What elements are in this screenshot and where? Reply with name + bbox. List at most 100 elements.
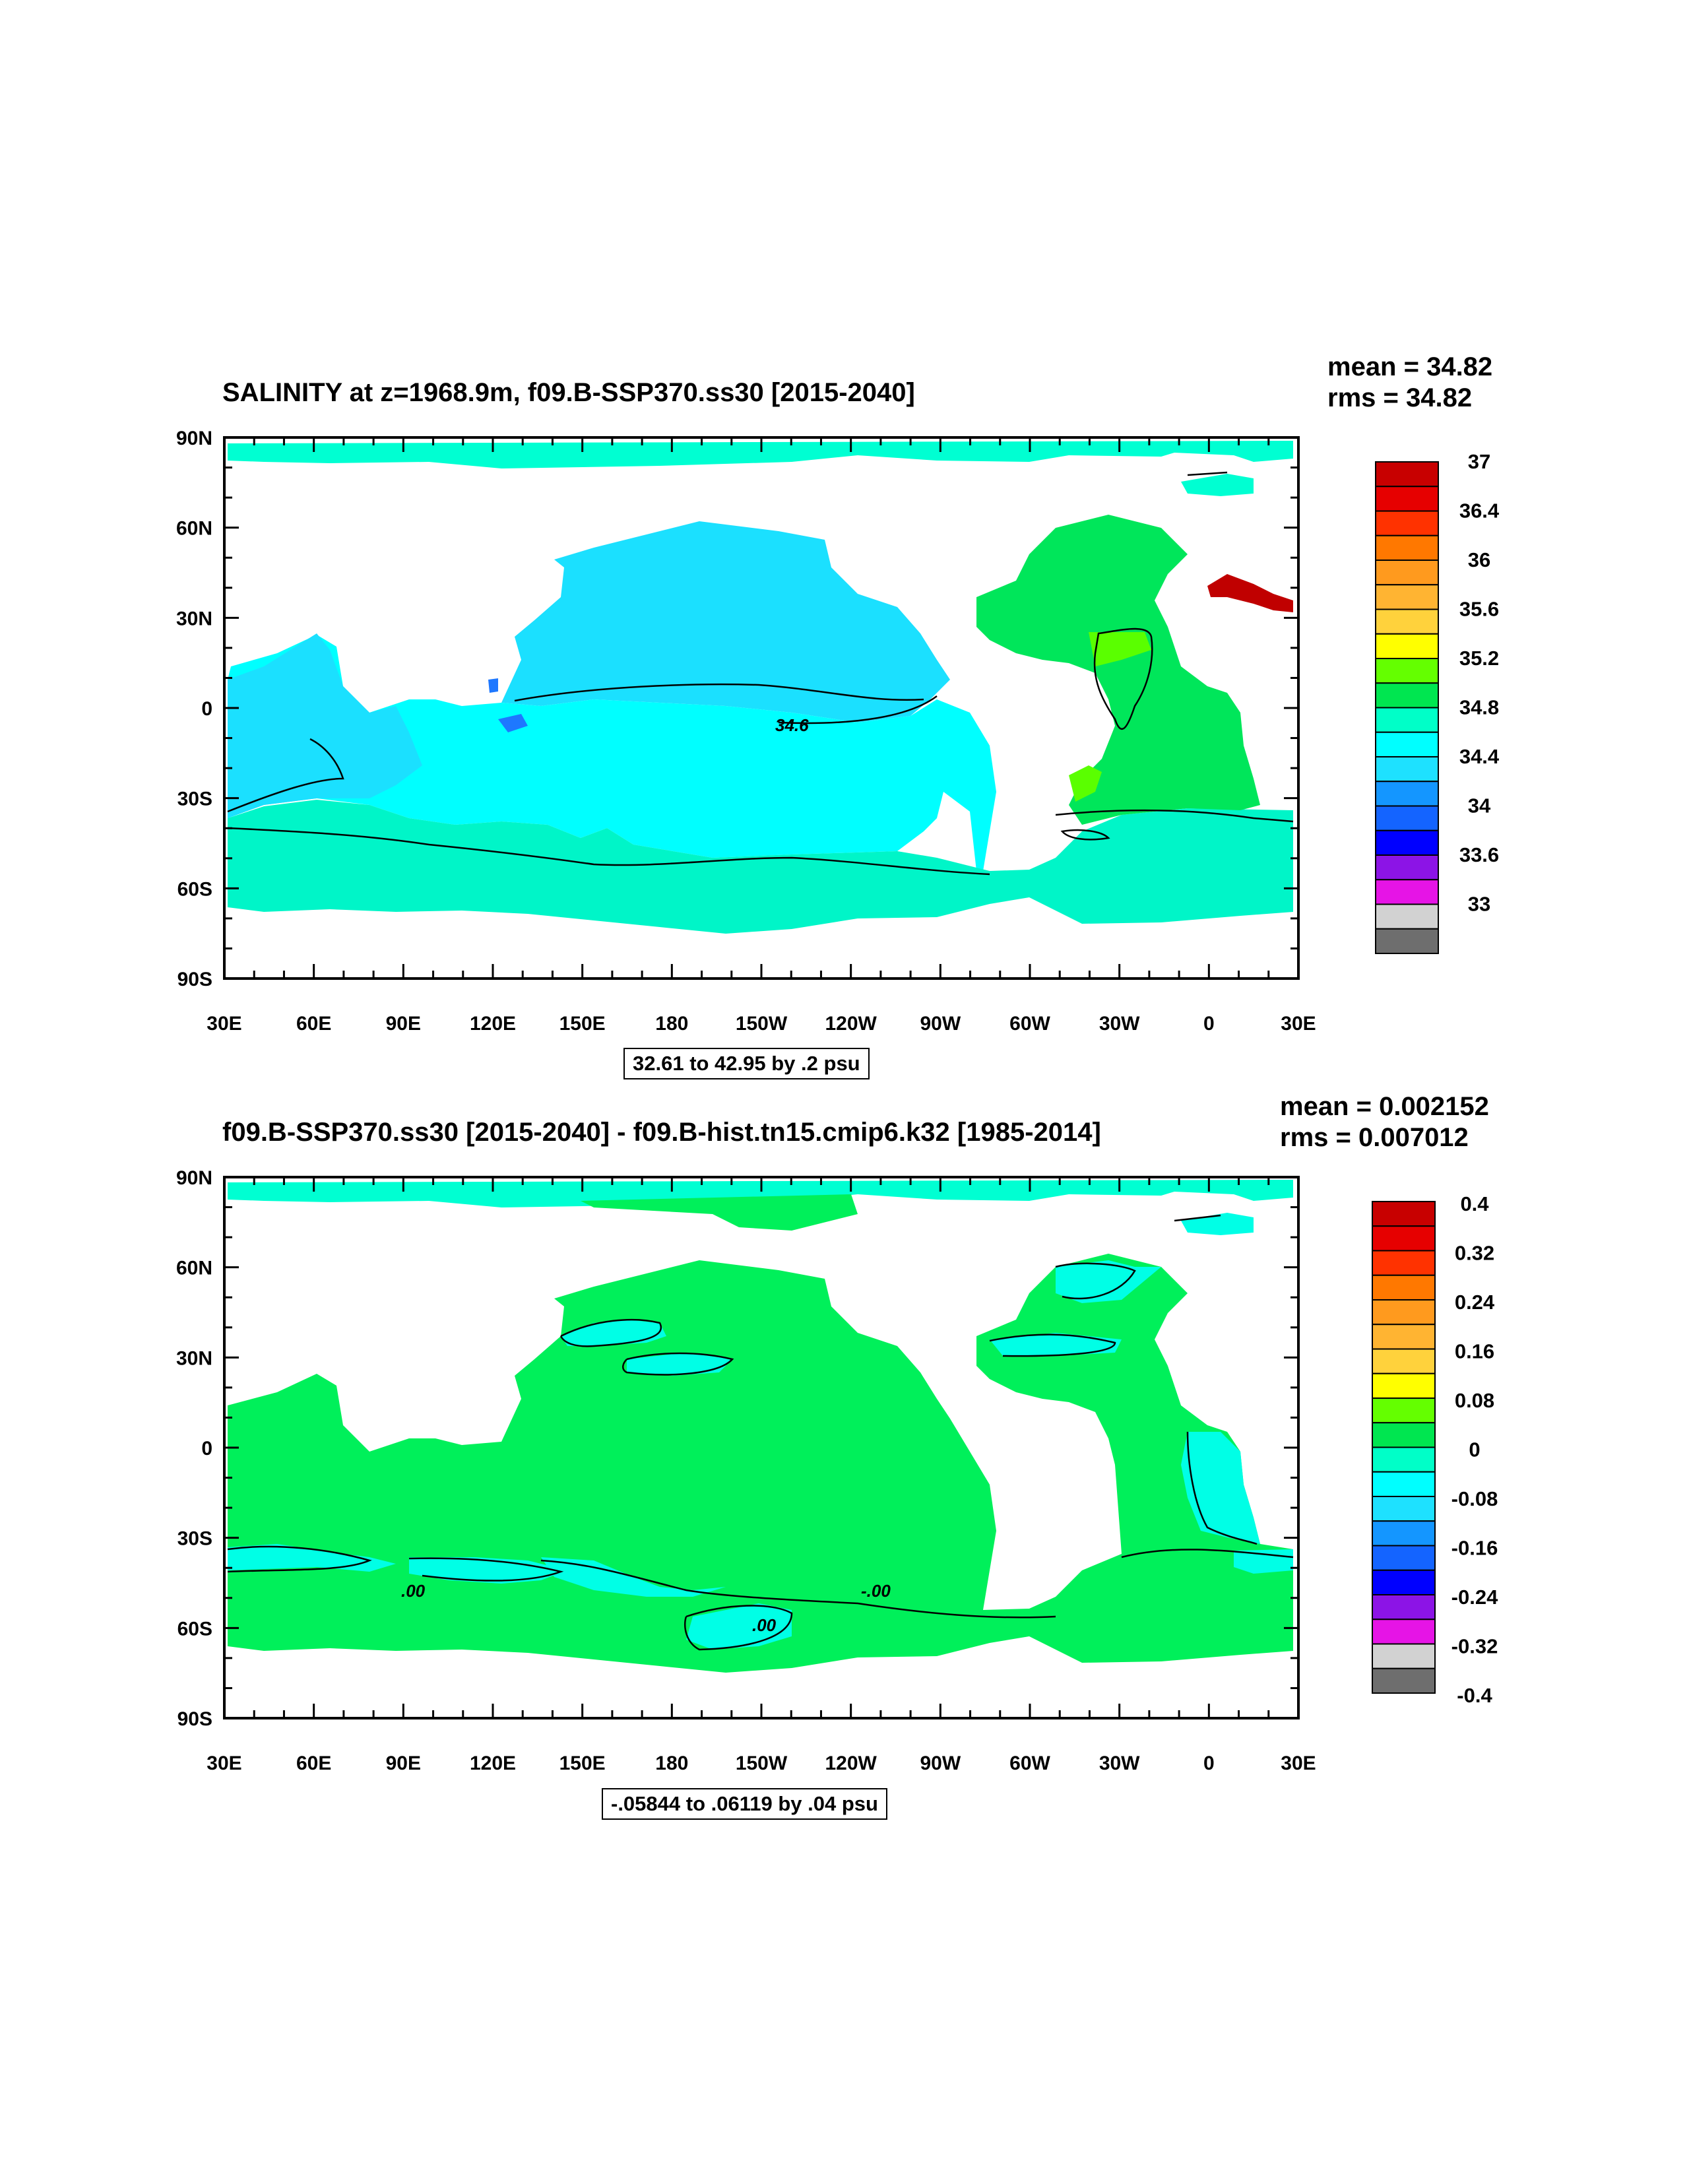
rms-value: rms = 34.82: [1327, 383, 1473, 412]
contour-label: -.00: [861, 1581, 891, 1601]
mean-value: mean = 0.002152: [1280, 1092, 1489, 1121]
colorbar-label: 0: [1469, 1438, 1480, 1461]
longitude-label: 120E: [470, 1013, 516, 1035]
colorbar-swatch: [1372, 1225, 1436, 1252]
latitude-label: 60N: [176, 518, 212, 540]
salinity-map-svg: 34.6 90N 60N 30N 0 30S 60S 90S 30E 60E 90E 120E 15…: [176, 428, 1500, 1035]
southern-ocean-region: [228, 800, 1293, 934]
colorbar-label: -0.08: [1451, 1487, 1498, 1510]
mean-value: mean = 34.82: [1327, 352, 1493, 381]
colorbar-swatch: [1372, 1324, 1436, 1350]
colorbar-swatch: [1372, 1446, 1436, 1473]
longitude-label: 60W: [1009, 1013, 1050, 1035]
colorbar-swatch: [1375, 510, 1439, 536]
contour-line: [989, 1333, 1116, 1357]
contour-line: [1121, 1549, 1294, 1558]
colorbar-swatch: [1372, 1348, 1436, 1374]
colorbar-label: -0.16: [1451, 1537, 1498, 1560]
contour-line: [514, 683, 924, 702]
axis-ticks: [223, 1176, 1300, 1719]
longitude-label: 180: [655, 1752, 688, 1774]
rms-value: rms = 0.007012: [1280, 1123, 1469, 1152]
contour-line: [1055, 809, 1294, 823]
salinity-map-panel: SALINITY at z=1968.9m, f09.B-SSP370.ss30…: [0, 0, 1689, 1079]
latitude-label: 90N: [176, 1167, 212, 1189]
colorbar-swatch: [1375, 731, 1439, 757]
colorbar-swatch: [1375, 560, 1439, 586]
latitude-label: 90S: [177, 1708, 212, 1730]
colorbar-label: 0.24: [1455, 1291, 1495, 1314]
latitude-label: 30N: [176, 1347, 212, 1369]
longitude-label: 60E: [296, 1752, 331, 1774]
colorbar-label: 34.4: [1459, 745, 1500, 768]
latitude-label: 30N: [176, 608, 212, 629]
colorbar-swatch: [1375, 682, 1439, 709]
difference-map-svg: .00 -.00 .00 90N 60N 30N 0 30S 60S 90S 30E 60E 9…: [176, 1167, 1498, 1774]
colorbar-swatch: [1372, 1569, 1436, 1595]
nordic-sea-region: [1181, 474, 1254, 496]
colorbar-swatch: [1372, 1619, 1436, 1645]
colorbar-swatch: [1375, 486, 1439, 512]
colorbar-swatch: [1375, 584, 1439, 610]
colorbar-swatch: [1372, 1372, 1436, 1399]
south-pacific-indian-region: [228, 635, 996, 871]
north-pacific-anomaly-patch: [627, 1353, 732, 1376]
longitude-label: 60W: [1009, 1752, 1050, 1774]
arctic-green-patch: [581, 1194, 858, 1231]
contour-line: [408, 1557, 564, 1582]
colorbar-label: 36.4: [1459, 499, 1500, 523]
latitude-label: 90S: [177, 969, 212, 990]
colorbar-swatch: [1375, 903, 1439, 930]
colorbar-swatch: [1375, 658, 1439, 684]
longitude-label: 90E: [386, 1752, 421, 1774]
ocean-field-layer: [228, 441, 1293, 934]
contour-line: [622, 1352, 734, 1376]
colorbar-labels: 37 36.4 36 35.6 35.2 34.8 34.4 34 33.6 33: [1459, 450, 1500, 916]
panel-title: f09.B-SSP370.ss30 [2015-2040] - f09.B-hi…: [222, 1118, 1101, 1147]
colorbar-swatch: [1375, 608, 1439, 635]
longitude-label: 30W: [1099, 1752, 1140, 1774]
latitude-label: 60S: [177, 878, 212, 900]
latitude-label: 0: [201, 1438, 212, 1460]
colorbar-swatch: [1375, 928, 1439, 954]
colorbar-swatch: [1372, 1496, 1436, 1522]
longitude-label: 120E: [470, 1752, 516, 1774]
contour-line: [1187, 471, 1228, 476]
longitude-axis-labels: 30E 60E 90E 120E 150E 180 150W 120W 90W 60W 30W 0 30…: [207, 1013, 1316, 1035]
longitude-label: 30W: [1099, 1013, 1140, 1035]
longitude-label: 30E: [1281, 1013, 1316, 1035]
southern-ocean-anomaly-patch: [409, 1557, 567, 1584]
contour-line: [540, 1559, 1056, 1619]
colorbar-label: 35.6: [1459, 598, 1499, 621]
contour-line: [1055, 1262, 1136, 1300]
latitude-axis-labels: 90N 60N 30N 0 30S 60S 90S: [176, 428, 212, 990]
latitude-axis-labels: 90N 60N 30N 0 30S 60S 90S: [176, 1167, 212, 1730]
ocean-field-layer: [228, 1180, 1293, 1673]
contour-layer: [227, 471, 1294, 876]
contour-line: [227, 1545, 372, 1573]
longitude-label: 120W: [825, 1752, 877, 1774]
colorbar-label: 35.2: [1459, 647, 1499, 670]
colorbar-swatch: [1372, 1471, 1436, 1497]
contour-line: [1093, 627, 1153, 730]
indonesian-low-salinity-patch: [498, 714, 528, 732]
colorbar-swatch: [1372, 1667, 1436, 1694]
longitude-label: 0: [1203, 1752, 1215, 1774]
longitude-label: 30E: [1281, 1752, 1316, 1774]
colorbar-swatch: [1372, 1422, 1436, 1448]
colorbar-swatch: [1372, 1643, 1436, 1669]
axis-ticks: [223, 436, 1300, 980]
colorbar-label: -0.24: [1451, 1586, 1498, 1609]
south-atlantic-lime-patch: [1069, 765, 1102, 802]
contour-label: 34.6: [775, 715, 809, 735]
contour-label: .00: [752, 1615, 777, 1635]
colorbar-swatch: [1375, 829, 1439, 856]
longitude-label: 60E: [296, 1013, 331, 1035]
colorbar-swatch: [1375, 781, 1439, 807]
latitude-label: 30S: [177, 1528, 212, 1550]
colorbar-swatch: [1372, 1397, 1436, 1424]
colorbar-swatch: [1372, 1545, 1436, 1571]
longitude-label: 30E: [207, 1752, 241, 1774]
colorbar-swatch: [1375, 707, 1439, 733]
colorbar-swatch: [1372, 1250, 1436, 1276]
